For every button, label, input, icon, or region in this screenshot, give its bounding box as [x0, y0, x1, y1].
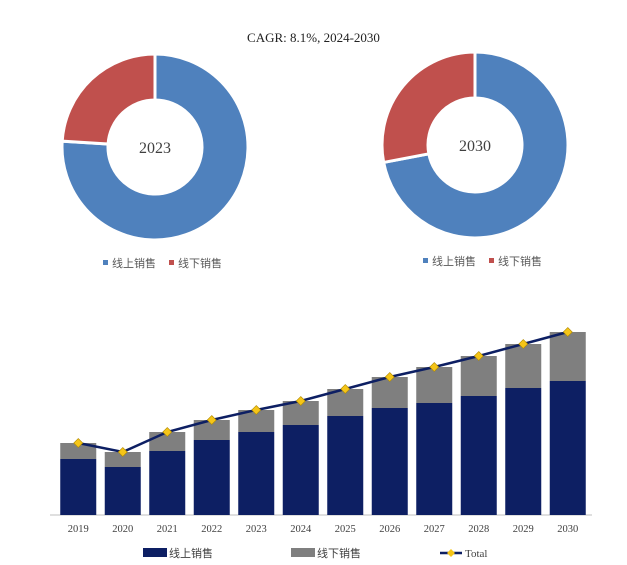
- bar-online-2020: [104, 467, 141, 515]
- bar-offline-2026: [371, 377, 408, 408]
- x-tick-label-2024: 2024: [290, 524, 312, 535]
- legend-swatch-online: [143, 548, 167, 557]
- total-marker-2029: [518, 339, 529, 349]
- x-tick-label-2020: 2020: [112, 524, 133, 535]
- bar-online-2029: [505, 388, 542, 515]
- total-marker-2028: [473, 351, 484, 361]
- bar-offline-2028: [460, 356, 497, 396]
- donut-2023-slice-online: [60, 52, 250, 242]
- donut-2030-center-label: 2030: [459, 138, 491, 155]
- legend-swatch-offline: [291, 548, 315, 557]
- donut-2023-center-label: 2023: [139, 140, 171, 157]
- x-tick-label-2025: 2025: [335, 524, 356, 535]
- bar-online-2026: [371, 408, 408, 515]
- x-tick-label-2022: 2022: [201, 524, 222, 535]
- bar-offline-2022: [193, 420, 230, 440]
- x-tick-label-2023: 2023: [246, 524, 267, 535]
- bar-online-2023: [238, 432, 275, 515]
- donut-2030-legend-swatch-0: [423, 258, 428, 263]
- bar-offline-2019: [60, 443, 97, 459]
- total-marker-2025: [340, 384, 351, 394]
- total-marker-2020: [117, 447, 128, 457]
- bar-offline-2030: [549, 332, 586, 381]
- donut-2030-slice-online: [381, 50, 570, 240]
- total-marker-2026: [384, 372, 395, 382]
- cagr-label: CAGR: 8.1%, 2024-2030: [247, 30, 380, 45]
- total-marker-2023: [251, 405, 262, 415]
- donut-2030-legend-label-0: 线上销售: [432, 254, 476, 268]
- donut-2023-legend-label-1: 线下销售: [178, 256, 222, 270]
- bar-online-2022: [193, 440, 230, 515]
- legend-label-offline: 线下销售: [317, 546, 361, 560]
- total-marker-2022: [206, 415, 217, 425]
- total-marker-2019: [73, 438, 84, 448]
- bar-offline-2023: [238, 410, 275, 432]
- bar-online-2030: [549, 381, 586, 515]
- bar-online-2019: [60, 459, 97, 515]
- x-tick-label-2026: 2026: [379, 524, 400, 535]
- bar-online-2025: [327, 416, 364, 515]
- x-tick-label-2027: 2027: [424, 524, 445, 535]
- bar-online-2024: [282, 425, 319, 515]
- bar-offline-2020: [104, 452, 141, 467]
- bar-online-2028: [460, 396, 497, 515]
- total-marker-2021: [162, 427, 173, 437]
- donut-2030-slice-offline: [380, 50, 477, 165]
- bar-offline-2029: [505, 344, 542, 388]
- donut-2023-legend-swatch-1: [169, 260, 174, 265]
- total-marker-2027: [429, 362, 440, 372]
- x-tick-label-2028: 2028: [468, 524, 489, 535]
- donut-2023-slice-offline: [60, 52, 157, 146]
- bar-online-2021: [149, 451, 186, 515]
- x-tick-label-2021: 2021: [157, 524, 178, 535]
- legend-label-total: Total: [465, 548, 487, 560]
- x-tick-label-2030: 2030: [557, 524, 578, 535]
- legend-label-online: 线上销售: [169, 546, 213, 560]
- donut-2023-legend-swatch-0: [103, 260, 108, 265]
- total-marker-2030: [562, 327, 573, 337]
- donut-2023-legend-label-0: 线上销售: [112, 256, 156, 270]
- donut-2030-legend-swatch-1: [489, 258, 494, 263]
- legend-swatch-total-marker: [447, 549, 455, 557]
- donut-2030-legend-label-1: 线下销售: [498, 254, 542, 268]
- x-tick-label-2029: 2029: [513, 524, 534, 535]
- bar-offline-2027: [416, 367, 453, 403]
- total-line: [78, 330, 569, 454]
- bar-online-2027: [416, 403, 453, 515]
- total-marker-2024: [295, 396, 306, 406]
- x-tick-label-2019: 2019: [68, 524, 89, 535]
